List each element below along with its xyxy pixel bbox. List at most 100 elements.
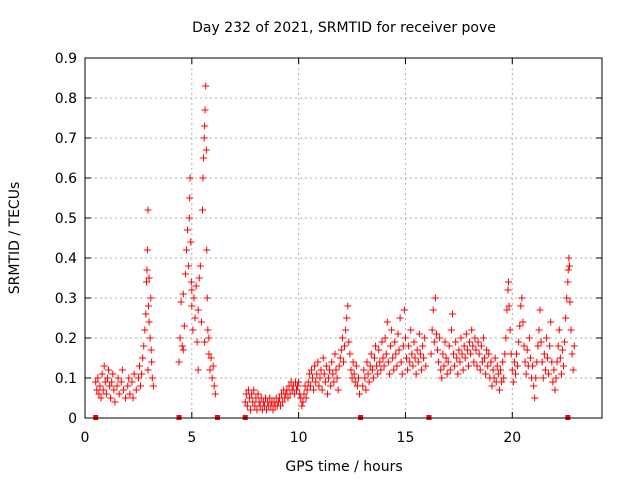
data-point — [101, 378, 109, 386]
data-point — [472, 346, 480, 354]
data-point — [100, 362, 108, 370]
data-point — [482, 370, 490, 378]
data-point — [567, 326, 575, 334]
data-point — [135, 362, 143, 370]
data-point — [145, 318, 153, 326]
data-point — [415, 330, 423, 338]
data-point — [335, 362, 343, 370]
data-point — [122, 394, 130, 402]
data-point — [246, 394, 253, 402]
data-point — [538, 358, 546, 366]
data-point — [333, 374, 341, 382]
data-point — [522, 370, 530, 378]
data-point — [312, 378, 320, 386]
data-point — [499, 358, 507, 366]
data-point — [103, 374, 111, 382]
data-point — [501, 350, 509, 358]
data-point — [456, 358, 464, 366]
data-point — [513, 350, 521, 358]
data-point — [392, 350, 400, 358]
data-point — [93, 386, 101, 394]
data-point — [569, 366, 577, 374]
data-point — [363, 358, 371, 366]
data-point — [352, 362, 360, 370]
data-point — [452, 338, 460, 346]
y-tick-label: 0.4 — [55, 251, 77, 267]
data-point — [322, 362, 330, 370]
data-point — [187, 238, 195, 246]
data-point — [378, 338, 386, 346]
data-point — [540, 350, 548, 358]
data-point — [201, 122, 209, 130]
data-point — [279, 398, 287, 406]
data-point — [523, 346, 531, 354]
data-point — [201, 338, 209, 346]
data-point — [555, 326, 563, 334]
data-point — [138, 370, 146, 378]
data-point — [110, 386, 118, 394]
data-point — [547, 318, 555, 326]
data-point — [200, 154, 208, 162]
data-points — [92, 82, 578, 414]
data-point — [411, 354, 419, 362]
axis-ticks: 0 0.1 0.2 0.3 0.4 0.5 0.6 0.7 0.8 0.9 0 5 10 15 20 — [55, 51, 602, 446]
data-point — [126, 390, 134, 398]
data-point — [534, 342, 542, 350]
data-point — [340, 358, 347, 366]
data-point — [194, 366, 202, 374]
data-point — [106, 382, 114, 390]
data-point — [140, 342, 148, 350]
data-point — [443, 370, 451, 378]
data-point — [149, 382, 157, 390]
data-point — [401, 334, 409, 342]
data-point — [506, 326, 514, 334]
data-point — [354, 374, 362, 382]
data-point — [439, 350, 447, 358]
data-point — [470, 358, 478, 366]
data-point — [557, 370, 565, 378]
data-point — [102, 390, 110, 398]
data-point — [553, 358, 561, 366]
data-point — [348, 374, 356, 382]
data-point — [564, 266, 572, 274]
data-point — [360, 366, 368, 374]
data-point — [129, 394, 137, 402]
data-point — [372, 342, 380, 350]
data-point — [321, 378, 329, 386]
plot-frame — [84, 57, 603, 419]
data-point — [211, 390, 219, 398]
data-point — [464, 362, 472, 370]
data-point — [494, 370, 502, 378]
data-point — [368, 366, 376, 374]
data-point — [96, 382, 104, 390]
data-point — [113, 382, 121, 390]
y-tick-label: 0.9 — [55, 51, 77, 67]
x-tick-label: 5 — [187, 430, 196, 446]
data-point — [566, 262, 574, 270]
y-tick-label: 0.5 — [55, 211, 77, 227]
data-point — [192, 282, 200, 290]
data-point — [504, 278, 512, 286]
data-point — [478, 358, 486, 366]
data-point — [387, 342, 394, 350]
data-point — [207, 354, 215, 362]
data-point — [461, 354, 469, 362]
data-point — [309, 374, 317, 382]
data-point — [300, 390, 308, 398]
data-point — [476, 366, 484, 374]
data-point — [407, 326, 415, 334]
data-point — [550, 366, 558, 374]
data-point — [147, 346, 155, 354]
data-point — [504, 286, 512, 294]
data-point — [97, 394, 105, 402]
data-point — [143, 278, 151, 286]
data-point — [204, 326, 212, 334]
data-point — [421, 334, 429, 342]
data-point — [505, 302, 513, 310]
data-point — [446, 366, 454, 374]
data-point — [315, 382, 323, 390]
data-point — [537, 338, 545, 346]
data-point — [377, 366, 385, 374]
x-axis-label: GPS time / hours — [285, 459, 402, 475]
data-point — [201, 106, 209, 114]
